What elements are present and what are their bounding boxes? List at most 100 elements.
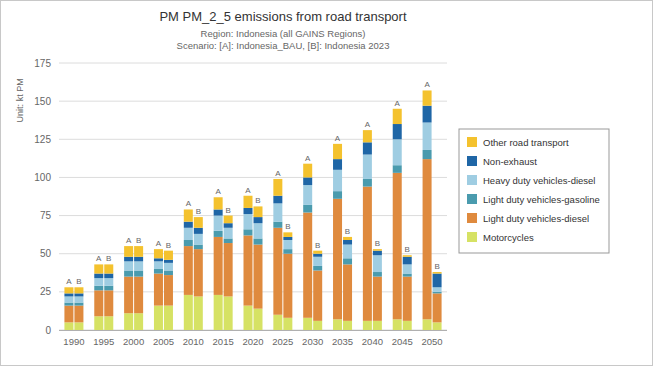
- legend-swatch: [467, 156, 477, 166]
- bar-segment: [303, 177, 312, 185]
- group-label: B: [106, 254, 111, 263]
- bar-segment: [214, 295, 223, 330]
- group-label: A: [66, 277, 72, 286]
- group-label: B: [225, 206, 230, 215]
- bar-segment: [273, 222, 282, 228]
- bar-segment: [104, 278, 113, 286]
- bar-segment: [393, 139, 402, 165]
- bar-segment: [94, 278, 103, 286]
- bar-segment: [283, 232, 292, 237]
- bar-segment: [333, 319, 342, 330]
- bar-segment: [224, 216, 233, 224]
- x-tick-label: 2000: [123, 336, 144, 347]
- bar-segment: [423, 150, 432, 159]
- bar-segment: [313, 257, 322, 266]
- y-tick-label: 175: [34, 58, 51, 69]
- group-label: B: [285, 222, 290, 231]
- bar-segment: [273, 315, 282, 330]
- group-label: A: [156, 239, 162, 248]
- bar-segment: [363, 155, 372, 179]
- legend-swatch: [467, 194, 477, 204]
- bar-segment: [74, 296, 83, 302]
- bar-segment: [333, 159, 342, 170]
- bar-segment: [134, 313, 143, 330]
- bar-segment: [214, 216, 223, 231]
- bar-segment: [64, 296, 73, 302]
- bar-segment: [403, 277, 412, 321]
- grid-line: [59, 330, 447, 331]
- bar-segment: [74, 306, 83, 323]
- bar-segment: [343, 240, 352, 245]
- bar-segment: [184, 222, 193, 228]
- bar-segment: [423, 319, 432, 330]
- bar-segment: [164, 260, 173, 263]
- bar-segment: [214, 237, 223, 295]
- bar-segment: [313, 321, 322, 330]
- bar-segment: [363, 187, 372, 321]
- x-tick-label: 2010: [183, 336, 204, 347]
- bar-segment: [194, 217, 203, 228]
- bar-segment: [224, 223, 233, 228]
- bar-segment: [214, 197, 223, 209]
- bar-segment: [224, 238, 233, 243]
- grid-line: [59, 253, 447, 254]
- bar-segment: [273, 203, 282, 221]
- grid-line: [59, 101, 447, 102]
- chart-subtitle: Scenario: [A]: Indonesia_BAU, [B]: Indon…: [177, 40, 390, 51]
- bar-segment: [94, 274, 103, 279]
- bar-segment: [94, 316, 103, 330]
- bar-segment: [124, 257, 133, 262]
- legend-label: Light duty vehicles-diesel: [483, 213, 589, 224]
- bar-segment: [283, 249, 292, 254]
- bar-segment: [403, 255, 412, 257]
- bar-segment: [343, 264, 352, 320]
- bar-segment: [373, 277, 382, 321]
- bar-segment: [244, 306, 253, 330]
- x-tick-label: 2025: [272, 336, 293, 347]
- bar-segment: [403, 321, 412, 330]
- bar-segment: [104, 286, 113, 291]
- bar-segment: [333, 144, 342, 159]
- bar-segment: [433, 272, 442, 274]
- bar-segment: [124, 261, 133, 270]
- group-label: A: [245, 186, 251, 195]
- bar-segment: [104, 264, 113, 273]
- bar-segment: [393, 319, 402, 330]
- group-label: A: [186, 199, 192, 208]
- bar-segment: [283, 254, 292, 318]
- y-tick-label: 75: [40, 210, 52, 221]
- bar-segment: [74, 322, 83, 330]
- bar-segment: [363, 142, 372, 154]
- bar-segment: [244, 235, 253, 305]
- y-tick-label: 0: [45, 325, 51, 336]
- legend-label: Other road transport: [483, 137, 569, 148]
- bar-segment: [154, 274, 163, 306]
- bar-segment: [154, 269, 163, 274]
- bar-segment: [104, 316, 113, 330]
- y-tick-label: 25: [40, 286, 52, 297]
- bar-segment: [433, 287, 442, 292]
- bar-segment: [94, 290, 103, 316]
- bar-segment: [433, 322, 442, 330]
- bar-segment: [254, 245, 263, 309]
- y-tick-label: 100: [34, 172, 51, 183]
- bar-segment: [214, 231, 223, 237]
- bar-segment: [283, 318, 292, 330]
- legend-swatch: [467, 213, 477, 223]
- grid-line: [59, 177, 447, 178]
- y-tick-label: 150: [34, 96, 51, 107]
- x-axis-line: [59, 330, 447, 331]
- group-label: B: [345, 227, 350, 236]
- bar-segment: [194, 296, 203, 330]
- bar-segment: [313, 270, 322, 320]
- bar-segment: [333, 199, 342, 320]
- legend-label: Non-exhaust: [483, 156, 537, 167]
- grid-line: [59, 215, 447, 216]
- bar-segment: [393, 109, 402, 124]
- bar-segment: [74, 287, 83, 293]
- group-label: B: [315, 241, 320, 250]
- bar-segment: [343, 258, 352, 264]
- x-tick-label: 2015: [213, 336, 234, 347]
- bar-segment: [94, 286, 103, 291]
- bar-segment: [244, 214, 253, 229]
